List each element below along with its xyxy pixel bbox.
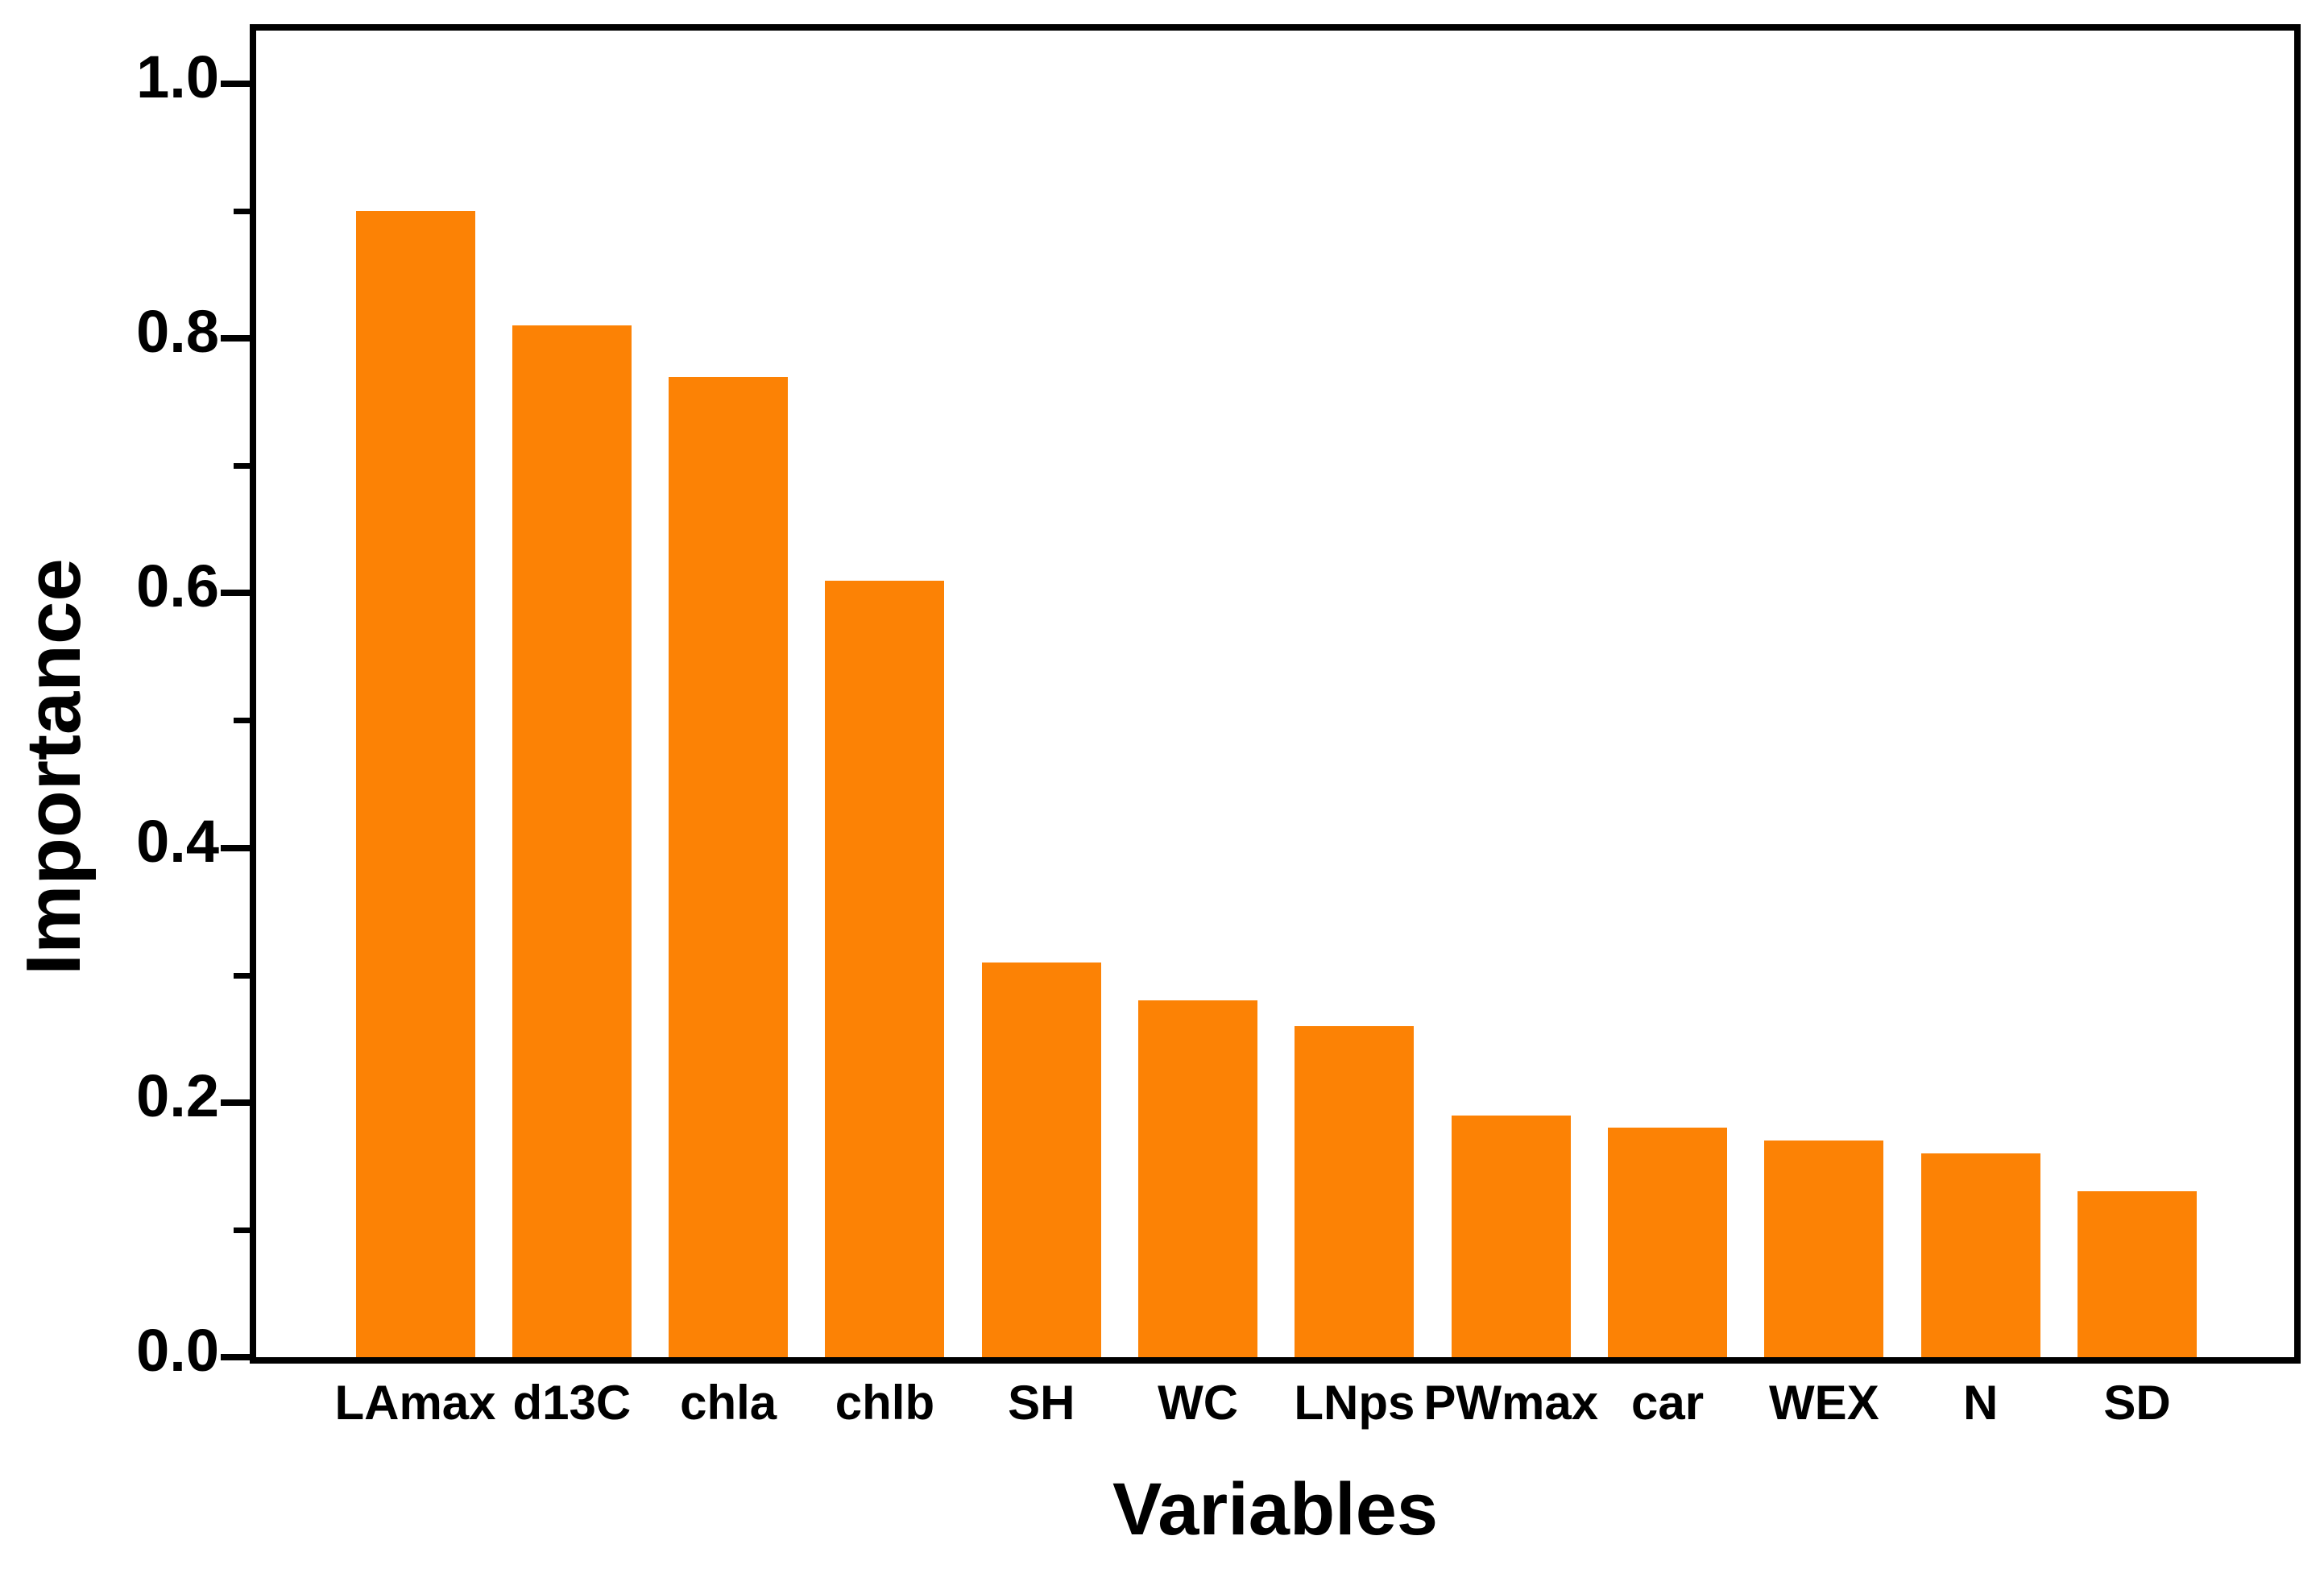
bar-LNps [1295, 1026, 1415, 1357]
bar-LAmax [355, 211, 475, 1357]
y-tick-label: 0.6 [136, 553, 219, 620]
x-axis-title: Variables [1112, 1468, 1439, 1550]
y-tick-label: 0.0 [136, 1317, 219, 1384]
y-tick-label: 0.4 [136, 807, 219, 875]
bar-chla [669, 377, 789, 1357]
y-major-tick [221, 80, 250, 87]
x-category-label-d13C: d13C [512, 1376, 632, 1430]
y-tick-label: 0.2 [136, 1062, 219, 1129]
y-major-tick [221, 335, 250, 342]
x-category-label-PWmax: PWmax [1423, 1376, 1599, 1430]
x-category-label-LNps: LNps [1294, 1376, 1415, 1430]
y-axis-title: Importance [10, 558, 97, 975]
x-category-label-LAmax: LAmax [334, 1376, 496, 1430]
bar-SH [981, 963, 1101, 1357]
y-tick-label: 1.0 [136, 43, 219, 110]
y-minor-tick [234, 972, 250, 979]
bar-WEX [1764, 1141, 1884, 1357]
plot-area [250, 24, 2301, 1364]
x-category-label-car: car [1631, 1376, 1705, 1430]
bar-WC [1138, 1000, 1258, 1357]
bar-PWmax [1451, 1116, 1571, 1357]
bar-N [1920, 1153, 2040, 1357]
y-minor-tick [234, 463, 250, 470]
y-major-tick [221, 1354, 250, 1360]
x-category-label-chla: chla [680, 1376, 777, 1430]
bar-car [1608, 1128, 1728, 1357]
bar-SD [2078, 1191, 2198, 1357]
y-major-tick [221, 1099, 250, 1106]
y-major-tick [221, 590, 250, 597]
x-category-label-SH: SH [1008, 1376, 1075, 1430]
bar-d13C [512, 325, 632, 1357]
x-category-label-WEX: WEX [1769, 1376, 1879, 1430]
y-minor-tick [234, 718, 250, 724]
x-category-label-chlb: chlb [835, 1376, 935, 1430]
bar-chlb [825, 581, 945, 1357]
y-minor-tick [234, 1227, 250, 1233]
y-minor-tick [234, 209, 250, 215]
x-category-label-WC: WC [1158, 1376, 1239, 1430]
x-category-label-SD: SD [2103, 1376, 2171, 1430]
y-tick-label: 0.8 [136, 298, 219, 366]
y-major-tick [221, 844, 250, 851]
x-category-label-N: N [1963, 1376, 1999, 1430]
